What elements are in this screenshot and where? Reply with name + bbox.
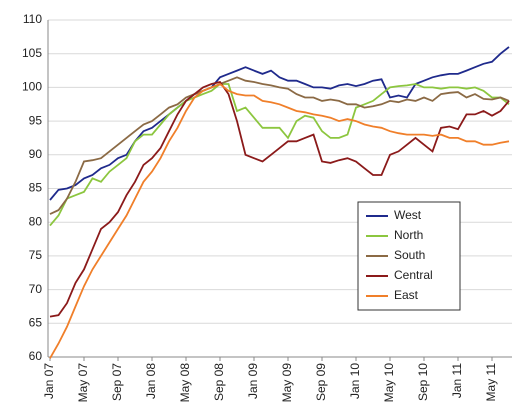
legend-label: East (394, 288, 419, 302)
y-tick-label: 85 (29, 181, 43, 195)
x-tick-label: Jan 07 (42, 363, 56, 399)
x-tick-label: Jan 11 (450, 363, 464, 398)
x-tick-label: Jan 08 (144, 363, 158, 399)
x-tick-label: May 10 (382, 363, 396, 403)
y-tick-label: 75 (29, 248, 43, 262)
x-tick-label: May 11 (484, 363, 498, 402)
y-tick-label: 105 (22, 46, 42, 60)
x-tick-label: Jan 10 (348, 363, 362, 399)
x-tick-label: Sep 08 (212, 363, 226, 401)
series-line (49, 82, 510, 359)
x-tick-label: Jan 09 (246, 363, 260, 399)
y-tick-label: 95 (29, 113, 43, 127)
series-line (49, 83, 510, 227)
x-tick-label: May 07 (76, 363, 90, 403)
legend-label: South (394, 248, 425, 262)
y-tick-label: 110 (23, 12, 42, 26)
legend-label: Central (394, 268, 433, 282)
x-tick-label: May 09 (280, 363, 294, 403)
x-tick-label: Sep 07 (110, 363, 124, 401)
y-tick-label: 90 (29, 147, 43, 161)
series-line (49, 46, 510, 201)
y-tick-label: 65 (29, 315, 43, 329)
series-line (49, 80, 510, 318)
series-line (49, 76, 510, 215)
y-tick-label: 80 (29, 214, 43, 228)
legend-label: North (394, 228, 423, 242)
y-tick-label: 70 (29, 282, 43, 296)
x-tick-label: Sep 09 (314, 363, 328, 401)
x-tick-label: Sep 10 (416, 363, 430, 401)
y-tick-label: 100 (22, 80, 42, 94)
legend-label: West (394, 208, 422, 222)
y-tick-label: 60 (29, 349, 43, 363)
x-tick-label: May 08 (178, 363, 192, 403)
